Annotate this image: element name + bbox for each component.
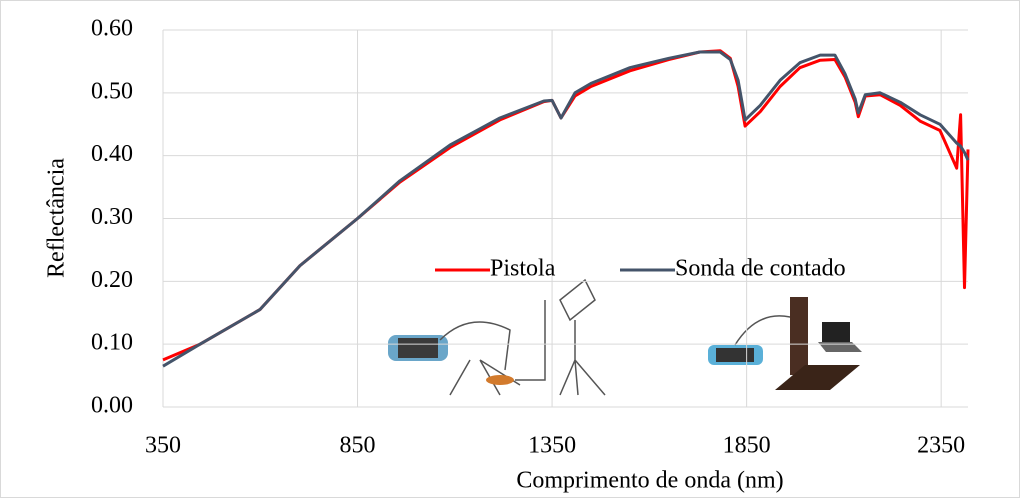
tripod-right [515,278,606,396]
y-tick-label: 0.50 [91,78,133,104]
sample [486,375,514,385]
x-axis-label: Comprimento de onda (nm) [516,468,783,494]
y-tick-label: 0.00 [91,393,133,419]
laptop-screen [822,322,850,342]
x-tick-label: 850 [340,433,376,459]
base [775,365,860,390]
y-tick-label: 0.30 [91,204,133,230]
y-tick-label: 0.60 [91,16,133,42]
x-tick-label: 1850 [723,433,771,459]
device-panel [398,338,438,358]
illustration-pistola [388,278,606,396]
legend-label: Sonda de contado [675,256,846,282]
probe-stand [790,297,808,375]
y-tick-label: 0.20 [91,267,133,293]
y-axis-label: Reflectância [44,158,70,278]
tripod [439,321,521,396]
x-tick-label: 350 [145,433,181,459]
line-series [162,50,970,368]
grid [162,29,968,408]
legend-label: Pistola [490,256,556,282]
y-tick-label: 0.40 [91,141,133,167]
y-tick-label: 0.10 [91,330,133,356]
device-panel [716,348,754,362]
x-tick-label: 2350 [917,433,965,459]
x-tick-label: 1350 [528,433,576,459]
